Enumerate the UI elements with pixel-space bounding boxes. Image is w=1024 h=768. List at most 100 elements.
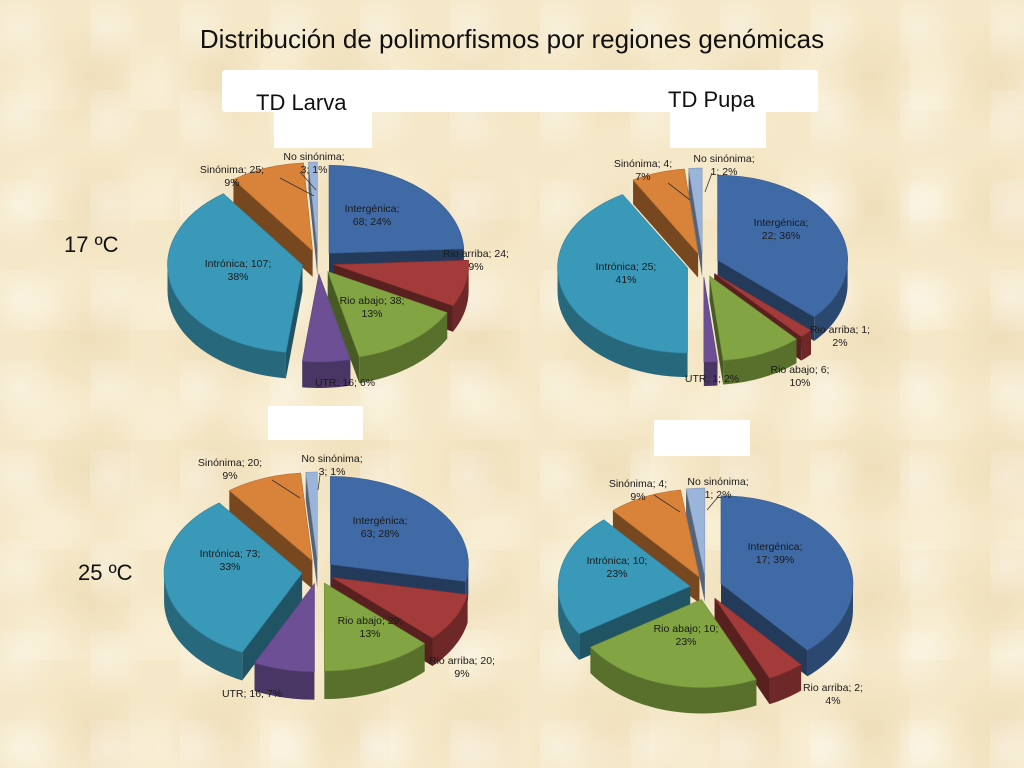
slice-wall [709,275,724,385]
data-label-line: 23% [606,568,627,580]
data-label: Sinónima; 4; 7% [614,158,672,183]
data-label-line: Rio abajo; 29; [338,615,403,627]
data-label-line: 9% [454,668,469,680]
data-label-line: Intrónica; 73; [200,548,261,560]
pie-slice-no-sinonima [305,471,318,561]
data-label-line: 13% [361,308,382,320]
pie-slice-intronica [557,194,688,354]
data-label-line: 13% [359,628,380,640]
data-label-line: 22; 36% [762,230,801,242]
data-label-line: 7% [635,171,650,183]
slice-wall [714,598,770,705]
slice-wall [686,488,705,603]
leader-line [317,474,321,491]
data-label-line: Rio arriba; 2; [803,682,863,694]
pie-slice-rio-arriba [714,597,802,679]
slice-wall [327,271,360,384]
data-label: Intrónica; 10; 23% [587,555,648,580]
pie-slice-intergenica [330,476,469,582]
leader-line [667,182,691,201]
data-label-line: Rio abajo; 38; [340,295,405,307]
leader-line [653,494,681,513]
data-label-line: 1; 2% [705,489,732,501]
data-label-line: Intergénica; [353,515,408,527]
data-label-line: 9% [222,470,237,482]
slice-wall [233,179,313,277]
slice-side [703,361,718,386]
slice-side [432,594,468,666]
pie-slice-rio-arriba [714,273,812,338]
data-label: Intrónica; 25; 41% [596,261,657,286]
data-label: Sinónima; 25; 9% [200,164,264,189]
leader-line [299,171,317,191]
data-label: Rio arriba; 24; 9% [443,248,509,273]
label-box [268,406,363,440]
pie-chart-larva-25: Intergénica; 63; 28%Rio arriba; 20; 9%Rio … [163,453,495,700]
data-label-line: UTR; 16; 7% [222,688,282,700]
pie-slice-rio-abajo [589,599,757,688]
pie-slice-utr [301,272,351,363]
data-label-line: Rio abajo; 10; [654,623,719,635]
data-label-line: 9% [468,261,483,273]
data-label-line: 63; 28% [361,528,400,540]
slice-side [254,662,315,700]
header-bar [222,70,818,112]
slice-side [807,583,853,677]
data-label: UTR; 16; 6% [315,377,375,389]
data-label-line: 4% [825,695,840,707]
data-label-line: 2% [832,337,847,349]
data-label-line: Intergénica; [345,203,400,215]
slice-side [557,268,688,378]
pie-slice-rio-abajo [709,275,798,361]
pie-slice-sinonima [632,168,699,255]
data-label: Rio arriba; 1; 2% [810,324,870,349]
data-label-line: Rio arriba; 20; [429,655,495,667]
slice-side [167,264,286,379]
slice-side [164,573,243,681]
row-label-17c: 17 ºC [64,232,119,257]
pie-slice-rio-arriba [333,259,469,307]
slice-side [801,330,811,361]
data-label: No sinónima; 1; 2% [693,153,754,178]
data-label: Rio arriba; 20; 9% [429,655,495,680]
data-label: Intergénica; 22; 36% [754,217,809,242]
data-label-line: UTR; 16; 6% [315,377,375,389]
pie-slice-sinonima [228,472,313,562]
pie-chart-pupa-17: Intergénica; 22; 36%Rio arriba; 1; 2%Rio a… [557,153,870,389]
slice-side [814,260,848,341]
slice-side [452,264,469,332]
data-label-line: Intergénica; [748,541,803,553]
leader-line [279,177,315,197]
data-label-line: Sinónima; 25; [200,164,264,176]
slide-title: Distribución de polimorfismos por region… [199,24,825,54]
label-box [274,112,372,148]
data-label-line: No sinónima; [687,476,748,488]
data-label-line: Rio abajo; 6; [771,364,830,376]
data-label-line: Intrónica; 10; [587,555,648,567]
data-label: Intergénica; 17; 39% [748,541,803,566]
data-label: Intrónica; 73; 33% [200,548,261,573]
pie-slice-rio-abajo [327,270,448,358]
data-label: UTR; 1; 2% [685,373,739,385]
data-label-line: Rio arriba; 1; [810,324,870,336]
pie-slice-intergenica [328,165,465,254]
data-label: Rio abajo; 10; 23% [654,623,719,648]
pie-slice-intronica [163,502,303,653]
slice-side [590,647,757,714]
data-label-line: 9% [630,491,645,503]
slice-wall [688,168,703,278]
slice-side [359,312,448,384]
pie-slice-rio-arriba [332,577,468,639]
data-label: Rio arriba; 2; 4% [803,682,863,707]
data-label-line: No sinónima; [301,453,362,465]
pie-slice-intronica [557,519,691,635]
slice-side [324,643,425,700]
leader-line [271,479,301,499]
pie-slice-no-sinonima [688,167,703,254]
data-label: Sinónima; 4; 9% [609,478,667,503]
data-label-line: Intrónica; 107; [205,258,272,270]
data-label: Intergénica; 68; 24% [345,203,400,228]
data-label: UTR; 16; 7% [222,688,282,700]
pie-slice-utr [254,582,315,672]
